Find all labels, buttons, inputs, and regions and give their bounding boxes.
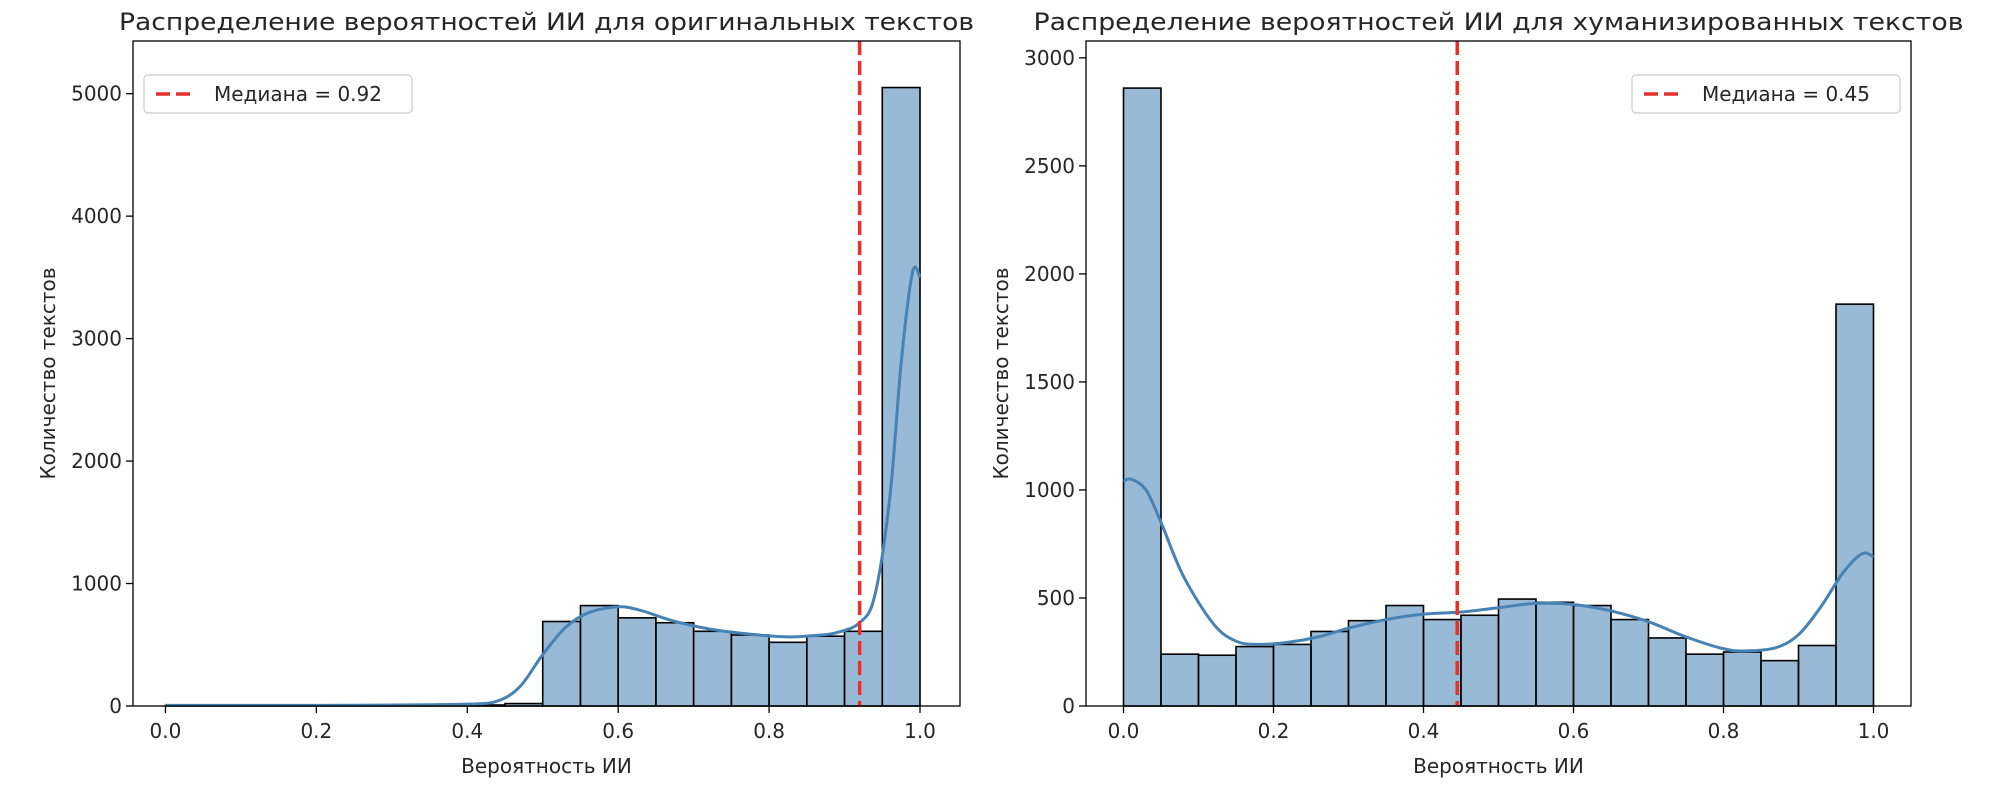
histogram-bar: [768, 641, 808, 707]
y-tick-label: 2000: [71, 449, 122, 473]
legend-label: Медиана = 0.45: [1702, 82, 1870, 106]
y-tick-label: 1000: [71, 572, 122, 596]
histogram-bar: [1835, 303, 1875, 707]
histogram-bar: [1647, 637, 1687, 707]
histogram-bar: [1535, 601, 1575, 707]
y-tick-label: 1500: [1024, 370, 1075, 394]
histogram-bar: [1122, 87, 1162, 707]
x-tick-label: 0.4: [1408, 719, 1440, 743]
x-tick-label: 0.2: [300, 719, 332, 743]
histogram-bar: [1722, 651, 1762, 707]
plot-area: 0.0 0.2 0.4 0.6 0.8 1.0 0 1000 2000 3000 4000 5000: [71, 40, 961, 743]
histogram-bar: [579, 604, 619, 707]
axes-frame: [132, 40, 961, 707]
histogram-bar: [1310, 630, 1350, 707]
legend-box: [143, 74, 413, 114]
y-tick-label: 0: [109, 694, 122, 718]
y-tick-label: 2000: [1024, 262, 1075, 286]
x-tick-label: 0.6: [1558, 719, 1590, 743]
x-axis-label: Вероятность ИИ: [461, 754, 632, 778]
y-tick-label: 1000: [1024, 478, 1075, 502]
histogram-bar: [843, 630, 884, 707]
y-axis-label: Количество текстов: [36, 267, 60, 479]
histogram-bar: [1572, 604, 1612, 707]
kde-line: [165, 265, 922, 707]
chart-original-texts: 0.0 0.2 0.4 0.6 0.8 1.0010002000300040005000 …: [36, 8, 974, 778]
y-tick-label: 3000: [1024, 46, 1075, 70]
histogram-bar: [541, 620, 582, 707]
histogram-bar: [1272, 643, 1312, 707]
histogram-bar: [1422, 618, 1462, 707]
histogram-bar: [1797, 644, 1837, 707]
histogram-bar: [1385, 604, 1425, 707]
chart-title: Распределение вероятностей ИИ для хумани…: [1034, 8, 1964, 36]
axes-frame: [1085, 40, 1912, 707]
histogram-bar: [730, 634, 770, 707]
histogram-bar: [1760, 659, 1800, 707]
x-tick-label: 1.0: [1858, 719, 1890, 743]
histogram-bar: [1160, 653, 1200, 707]
histogram-bar: [617, 617, 657, 707]
histogram-bar: [692, 630, 733, 707]
y-tick-label: 3000: [71, 327, 122, 351]
kde-line: [1122, 477, 1875, 653]
x-tick-label: 0.4: [451, 719, 483, 743]
histogram-bar: [655, 621, 695, 707]
histogram-bar: [1685, 653, 1725, 707]
legend-label: Медиана = 0.92: [214, 82, 382, 106]
y-tick-label: 5000: [71, 82, 122, 106]
histogram-bar: [881, 86, 921, 707]
x-tick-label: 0.8: [753, 719, 785, 743]
x-tick-label: 0.2: [1258, 719, 1290, 743]
histogram-bar: [1235, 645, 1275, 707]
x-tick-label: 0.8: [1708, 719, 1740, 743]
x-axis-label: Вероятность ИИ: [1413, 754, 1584, 778]
y-tick-label: 4000: [71, 204, 122, 228]
histogram-bar: [806, 635, 846, 707]
histogram-bar: [1497, 598, 1537, 707]
y-tick-label: 0: [1062, 694, 1075, 718]
y-tick-label: 500: [1037, 586, 1075, 610]
histogram-bar: [1197, 654, 1237, 707]
x-tick-label: 1.0: [904, 719, 936, 743]
chart-title: Распределение вероятностей ИИ для оригин…: [119, 8, 974, 36]
chart-humanized-texts: 0.0 0.2 0.4 0.6 0.8 1.0 0 500 1000 1500 2000 2500 30…: [989, 8, 1964, 778]
histogram-bar: [1347, 619, 1387, 707]
plot-area: 0.0 0.2 0.4 0.6 0.8 1.0 0 500 1000 1500 2000 2500 30…: [1024, 40, 1912, 743]
histogram-bar: [1460, 614, 1500, 707]
legend-box: [1631, 74, 1901, 114]
histogram-bar: [1610, 618, 1650, 707]
x-tick-label: 0.6: [602, 719, 634, 743]
y-tick-label: 2500: [1024, 154, 1075, 178]
x-tick-label: 0.0: [150, 719, 182, 743]
x-tick-label: 0.0: [1108, 719, 1140, 743]
y-axis-label: Количество текстов: [989, 267, 1013, 479]
